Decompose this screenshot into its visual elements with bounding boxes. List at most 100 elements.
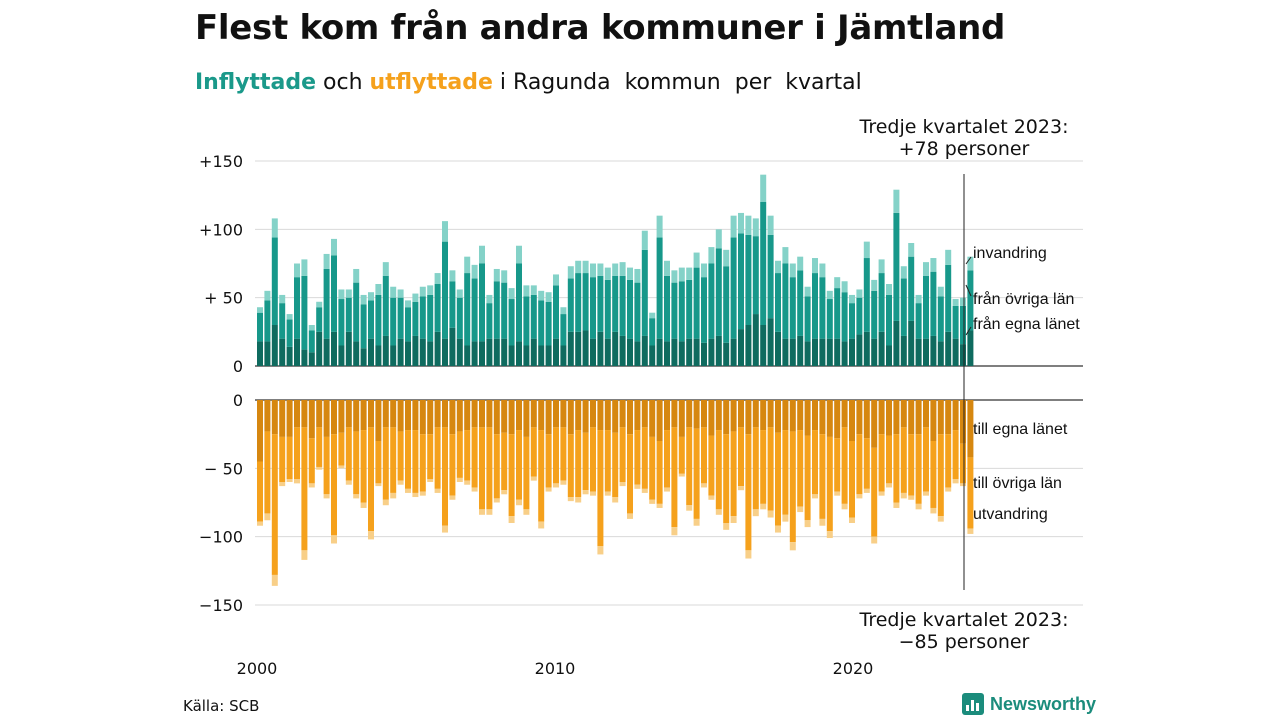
bar-in-local [375,345,382,366]
bar-in-immigration [464,256,471,274]
bar-in-immigration [923,262,929,276]
bar-out-emigration [782,514,789,522]
bar-in-immigration [419,286,426,297]
bar-in-local [678,341,685,366]
bar-out-emigration [752,509,759,517]
bar-out-local [308,400,315,439]
bar-in-other [427,294,434,342]
brand-name: Newsworthy [990,693,1097,714]
bar-out-other [752,427,759,510]
bar-out-other [775,432,781,526]
bar-out-other [627,434,633,514]
bar-in-immigration [308,325,315,331]
bar-out-other [471,427,478,488]
bar-out-local [264,400,271,432]
series-label-to-other-counties: till övriga län [973,475,1062,492]
bar-out-emigration [634,484,641,489]
bar-out-local [789,400,796,432]
bar-out-emigration [419,491,426,496]
bar-out-emigration [390,492,397,499]
bar-in-immigration [501,270,508,283]
bar-in-local [893,320,900,366]
bar-out-other [538,430,545,522]
bar-in-local [826,338,833,366]
bar-out-local [382,400,389,428]
bar-in-local [841,341,848,366]
bar-out-other [612,432,619,498]
bar-out-emigration [516,499,522,506]
bar-out-emigration [456,477,463,482]
bar-out-local [693,400,700,429]
bar-in-local [767,318,774,366]
bar-out-emigration [619,482,626,487]
bar-in-local [390,345,397,366]
bar-in-local [479,341,485,366]
bar-in-local [775,331,781,366]
bar-out-other [286,436,293,480]
bar-out-other [649,436,656,500]
bar-out-other [516,430,522,500]
bar-in-local [323,338,330,366]
bar-out-emigration [863,488,870,493]
bar-in-other [545,301,552,346]
bar-out-local [723,400,730,435]
bar-out-emigration [760,503,767,510]
x-tick-label: 2010 [535,659,576,678]
bar-out-other [745,434,752,551]
bar-in-immigration [967,256,974,271]
bar-out-emigration [945,487,952,492]
bar-in-immigration [390,286,397,298]
series-label-emigration: utvandring [973,506,1048,523]
bar-in-local [878,331,885,366]
bar-out-local [834,400,841,439]
bar-in-immigration [738,212,744,234]
bar-out-other [382,427,389,500]
subtitle-utflyttade: utflyttade [369,70,493,95]
bar-out-emigration [538,521,545,529]
bar-out-other [641,427,648,489]
bar-in-other [516,263,522,342]
bar-in-other [856,297,863,335]
label-pointer [965,326,972,336]
bar-in-local [930,335,937,366]
bar-in-other [686,279,693,339]
bar-in-immigration [693,252,700,268]
bar-out-emigration [671,527,678,536]
bar-out-emigration [464,480,471,485]
bar-in-immigration [397,289,404,298]
bar-out-other [671,427,678,528]
bar-in-immigration [612,263,619,276]
bar-out-emigration [871,536,878,544]
bar-in-local [863,331,870,366]
bar-in-immigration [834,277,841,289]
label-pointer [965,256,972,265]
bar-in-immigration [456,289,463,298]
bar-chart-icon [962,693,984,715]
bar-out-emigration [590,491,596,496]
bar-out-other [375,441,382,484]
bar-in-other [345,297,352,332]
subtitle-och: och [316,70,370,95]
series-label-to-own-county: till egna länet [973,421,1068,438]
bar-out-emigration [353,494,360,499]
bar-in-other [456,297,463,339]
y-tick-upper: +150 [199,152,243,171]
bar-in-immigration [789,263,796,278]
bar-in-local [908,320,915,366]
bar-in-local [960,344,966,366]
bar-out-other [427,434,434,480]
bar-in-local [634,341,641,366]
bar-out-emigration [723,523,730,530]
bar-out-emigration [486,509,493,515]
bar-in-local [530,338,537,366]
bar-out-emigration [530,476,537,481]
bar-out-other [419,434,426,492]
bar-in-immigration [886,284,892,295]
y-tick-upper: +100 [199,220,243,239]
bar-out-other [530,427,537,477]
bar-out-emigration [627,513,633,519]
bar-out-emigration [323,494,330,499]
bar-in-local [730,338,737,366]
bar-in-immigration [671,270,678,283]
bar-in-immigration [767,215,774,235]
